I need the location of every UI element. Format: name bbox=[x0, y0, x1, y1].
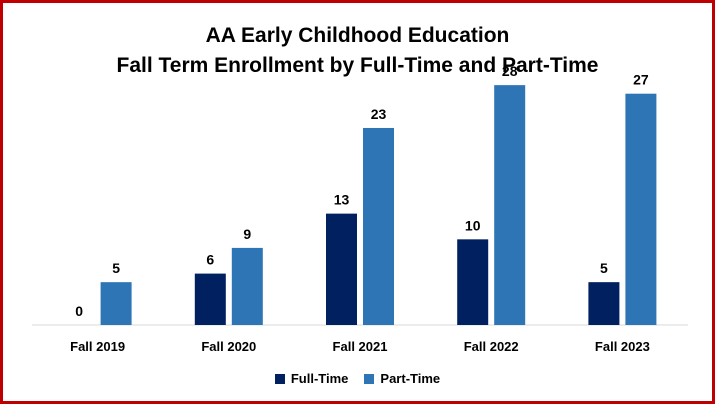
bar-full-time-fall-2023 bbox=[588, 282, 620, 325]
data-label-full-time-fall-2022: 10 bbox=[465, 217, 481, 233]
data-label-full-time-fall-2019: 0 bbox=[75, 303, 83, 319]
bar-part-time-fall-2023 bbox=[625, 93, 657, 325]
legend-swatch-part-time bbox=[364, 373, 375, 384]
x-tick-label-fall-2021: Fall 2021 bbox=[333, 339, 388, 354]
x-tick-label-fall-2023: Fall 2023 bbox=[595, 339, 650, 354]
legend-item-full-time: Full-Time bbox=[274, 371, 349, 386]
legend: Full-Time Part-Time bbox=[0, 371, 715, 386]
data-label-part-time-fall-2023: 27 bbox=[633, 72, 649, 88]
chart-title: AA Early Childhood Education bbox=[205, 24, 510, 47]
data-label-full-time-fall-2021: 13 bbox=[334, 192, 350, 208]
data-label-part-time-fall-2022: 28 bbox=[502, 63, 518, 79]
legend-label-part-time: Part-Time bbox=[380, 371, 441, 386]
bar-full-time-fall-2022 bbox=[457, 239, 489, 325]
legend-item-part-time: Part-Time bbox=[364, 371, 440, 386]
data-label-part-time-fall-2021: 23 bbox=[371, 106, 387, 122]
bar-part-time-fall-2022 bbox=[494, 85, 526, 325]
data-label-part-time-fall-2020: 9 bbox=[243, 226, 251, 242]
bar-full-time-fall-2021 bbox=[326, 213, 357, 325]
bar-full-time-fall-2020 bbox=[194, 273, 226, 325]
data-label-full-time-fall-2023: 5 bbox=[600, 260, 608, 276]
legend-swatch-full-time bbox=[274, 373, 285, 384]
x-tick-label-fall-2020: Fall 2020 bbox=[201, 339, 256, 354]
bar-part-time-fall-2019 bbox=[100, 282, 132, 325]
bar-part-time-fall-2021 bbox=[363, 127, 394, 325]
data-label-full-time-fall-2020: 6 bbox=[206, 252, 214, 268]
bar-part-time-fall-2020 bbox=[231, 247, 263, 325]
chart-subtitle: Fall Term Enrollment by Full-Time and Pa… bbox=[116, 54, 599, 77]
data-label-part-time-fall-2019: 5 bbox=[112, 260, 120, 276]
legend-label-full-time: Full-Time bbox=[290, 371, 349, 386]
x-tick-label-fall-2022: Fall 2022 bbox=[464, 339, 519, 354]
x-tick-label-fall-2019: Fall 2019 bbox=[70, 339, 125, 354]
